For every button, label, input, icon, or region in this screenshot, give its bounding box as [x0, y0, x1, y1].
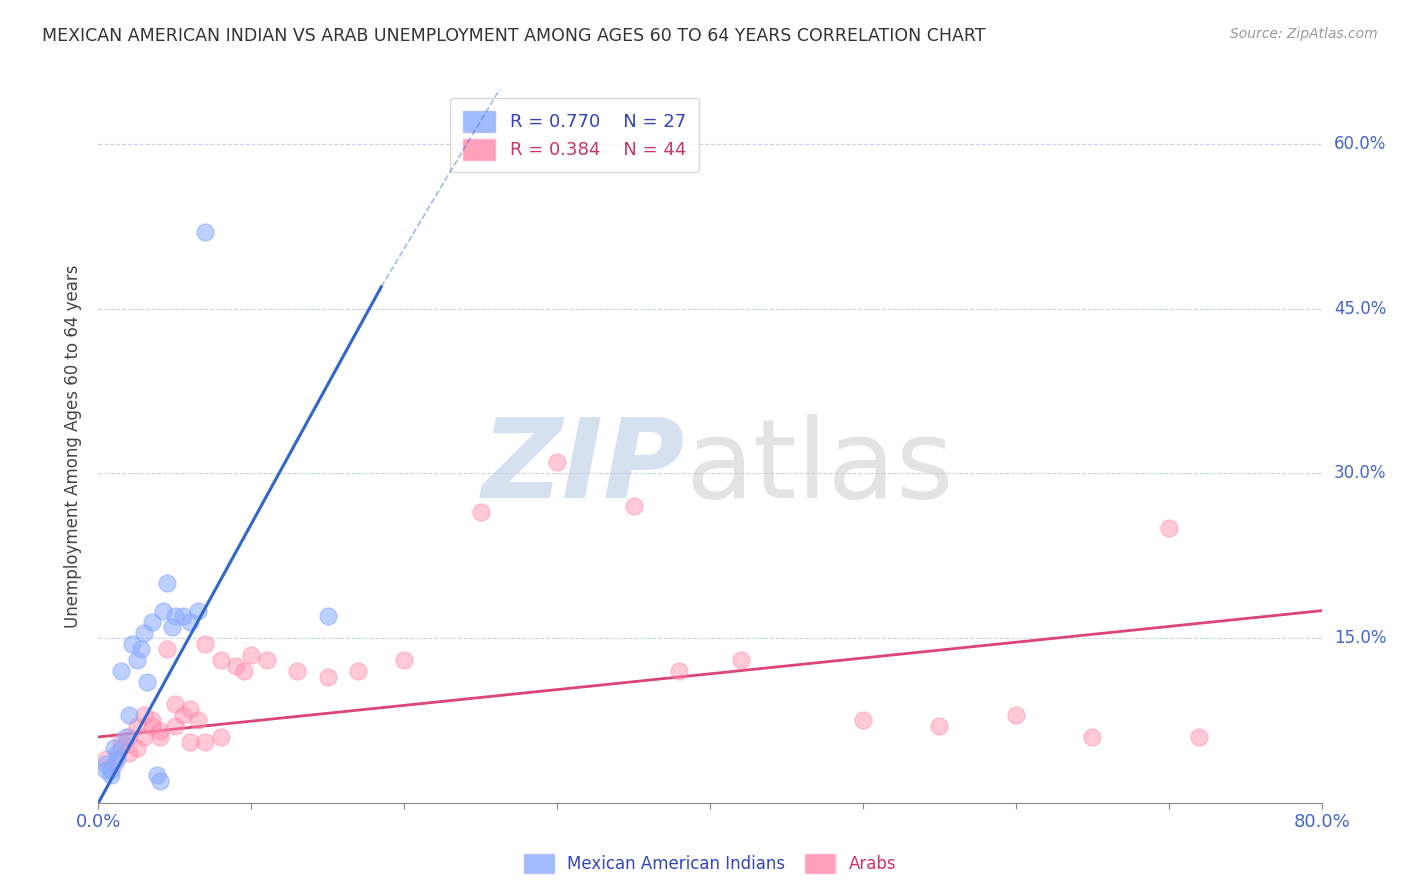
Point	[194, 735, 217, 749]
Point	[668, 664, 690, 678]
Point	[240, 648, 263, 662]
Point	[852, 714, 875, 728]
Point	[160, 620, 183, 634]
Y-axis label: Unemployment Among Ages 60 to 64 years: Unemployment Among Ages 60 to 64 years	[65, 264, 83, 628]
Point	[172, 609, 194, 624]
Point	[94, 752, 117, 766]
Point	[149, 730, 172, 744]
Point	[118, 730, 141, 744]
Point	[285, 664, 308, 678]
Point	[470, 505, 492, 519]
Point	[149, 773, 172, 788]
Point	[105, 747, 128, 761]
Point	[110, 735, 132, 749]
Point	[105, 752, 128, 766]
Point	[125, 653, 148, 667]
Text: ZIP: ZIP	[482, 414, 686, 521]
Point	[623, 500, 645, 514]
Point	[103, 757, 125, 772]
Point	[225, 658, 247, 673]
Text: atlas: atlas	[686, 414, 955, 521]
Point	[134, 625, 156, 640]
Point	[134, 708, 156, 723]
Point	[141, 719, 163, 733]
Point	[209, 730, 232, 744]
Point	[141, 615, 163, 629]
Point	[136, 675, 159, 690]
Point	[125, 719, 148, 733]
Text: 45.0%: 45.0%	[1334, 300, 1386, 318]
Point	[316, 609, 339, 624]
Point	[1081, 730, 1104, 744]
Point	[156, 642, 179, 657]
Point	[145, 768, 167, 782]
Point	[110, 740, 132, 755]
Point	[152, 604, 174, 618]
Point	[194, 637, 217, 651]
Point	[125, 740, 148, 755]
Point	[209, 653, 232, 667]
Point	[134, 730, 156, 744]
Point	[194, 225, 217, 239]
Legend: Mexican American Indians, Arabs: Mexican American Indians, Arabs	[517, 847, 903, 880]
Point	[149, 724, 172, 739]
Point	[928, 719, 950, 733]
Point	[156, 576, 179, 591]
Point	[121, 637, 143, 651]
Point	[730, 653, 752, 667]
Point	[118, 708, 141, 723]
Point	[179, 735, 201, 749]
Point	[163, 697, 186, 711]
Point	[347, 664, 370, 678]
Point	[110, 664, 132, 678]
Text: Source: ZipAtlas.com: Source: ZipAtlas.com	[1230, 27, 1378, 41]
Point	[187, 714, 209, 728]
Point	[256, 653, 278, 667]
Point	[187, 604, 209, 618]
Point	[115, 730, 138, 744]
Point	[1004, 708, 1026, 723]
Point	[316, 669, 339, 683]
Point	[163, 609, 186, 624]
Text: 60.0%: 60.0%	[1334, 135, 1386, 153]
Point	[179, 615, 201, 629]
Point	[179, 702, 201, 716]
Text: 30.0%: 30.0%	[1334, 465, 1386, 483]
Point	[141, 714, 163, 728]
Point	[94, 763, 117, 777]
Text: 15.0%: 15.0%	[1334, 629, 1386, 647]
Point	[103, 740, 125, 755]
Point	[392, 653, 416, 667]
Point	[232, 664, 254, 678]
Point	[118, 747, 141, 761]
Point	[1157, 521, 1180, 535]
Point	[163, 719, 186, 733]
Point	[94, 757, 117, 772]
Point	[129, 642, 152, 657]
Point	[546, 455, 568, 469]
Text: MEXICAN AMERICAN INDIAN VS ARAB UNEMPLOYMENT AMONG AGES 60 TO 64 YEARS CORRELATI: MEXICAN AMERICAN INDIAN VS ARAB UNEMPLOY…	[42, 27, 986, 45]
Point	[172, 708, 194, 723]
Point	[1188, 730, 1211, 744]
Point	[100, 763, 122, 777]
Point	[100, 768, 122, 782]
